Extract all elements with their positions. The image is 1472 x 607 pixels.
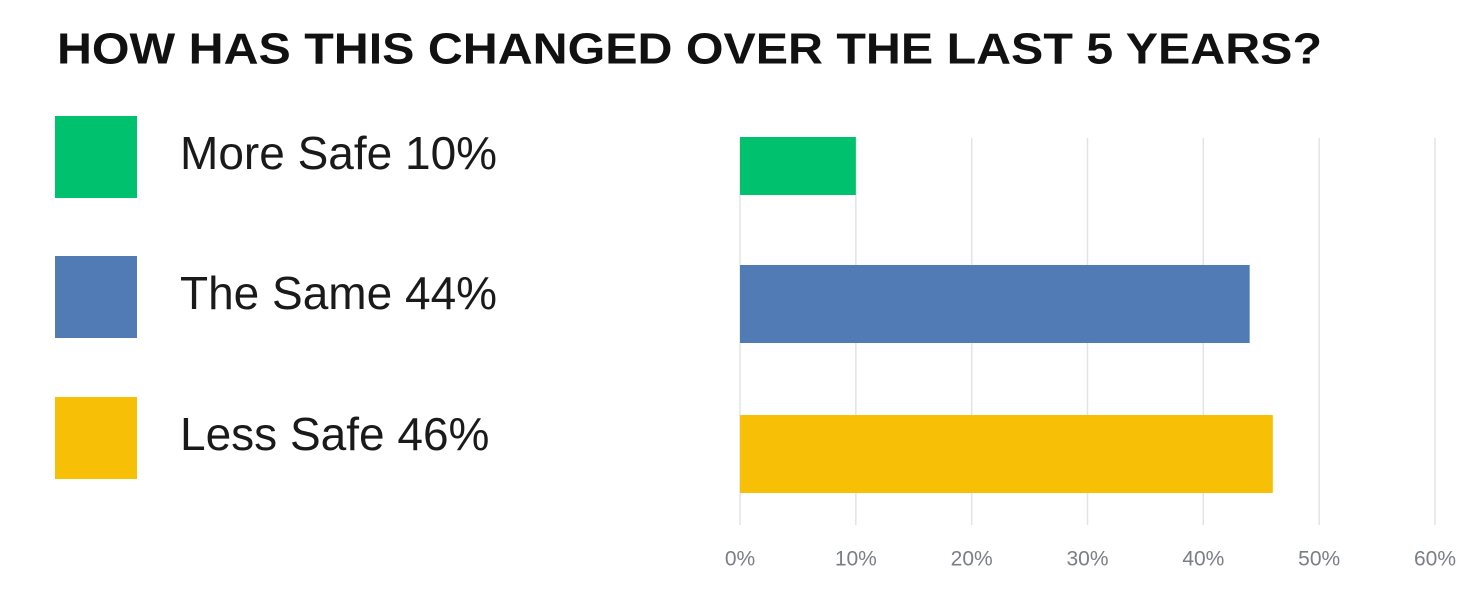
legend-swatch — [55, 256, 137, 338]
x-tick-label: 60% — [1414, 548, 1456, 571]
legend-label: Less Safe — [180, 408, 385, 460]
legend-swatch — [55, 397, 137, 479]
x-tick-label: 50% — [1298, 548, 1340, 571]
chart-title: HOW HAS THIS CHANGED OVER THE LAST 5 YEA… — [57, 25, 1322, 74]
bar — [740, 265, 1250, 343]
x-tick-label: 10% — [835, 548, 877, 571]
x-tick-label: 30% — [1066, 548, 1108, 571]
legend-entry: The Same 44% — [180, 267, 497, 319]
bar — [740, 415, 1273, 493]
x-tick-label: 0% — [725, 548, 755, 571]
legend-label: More Safe — [180, 127, 392, 179]
legend-entry: Less Safe 46% — [180, 408, 489, 460]
legend-swatch — [55, 116, 137, 198]
x-tick-label: 20% — [951, 548, 993, 571]
legend-entry: More Safe 10% — [180, 127, 497, 179]
bar — [740, 137, 856, 195]
x-tick-label: 40% — [1182, 548, 1224, 571]
value-label: 44% — [405, 267, 497, 319]
value-label: 46% — [397, 408, 489, 460]
value-label: 10% — [405, 127, 497, 179]
legend-label: The Same — [180, 267, 392, 319]
